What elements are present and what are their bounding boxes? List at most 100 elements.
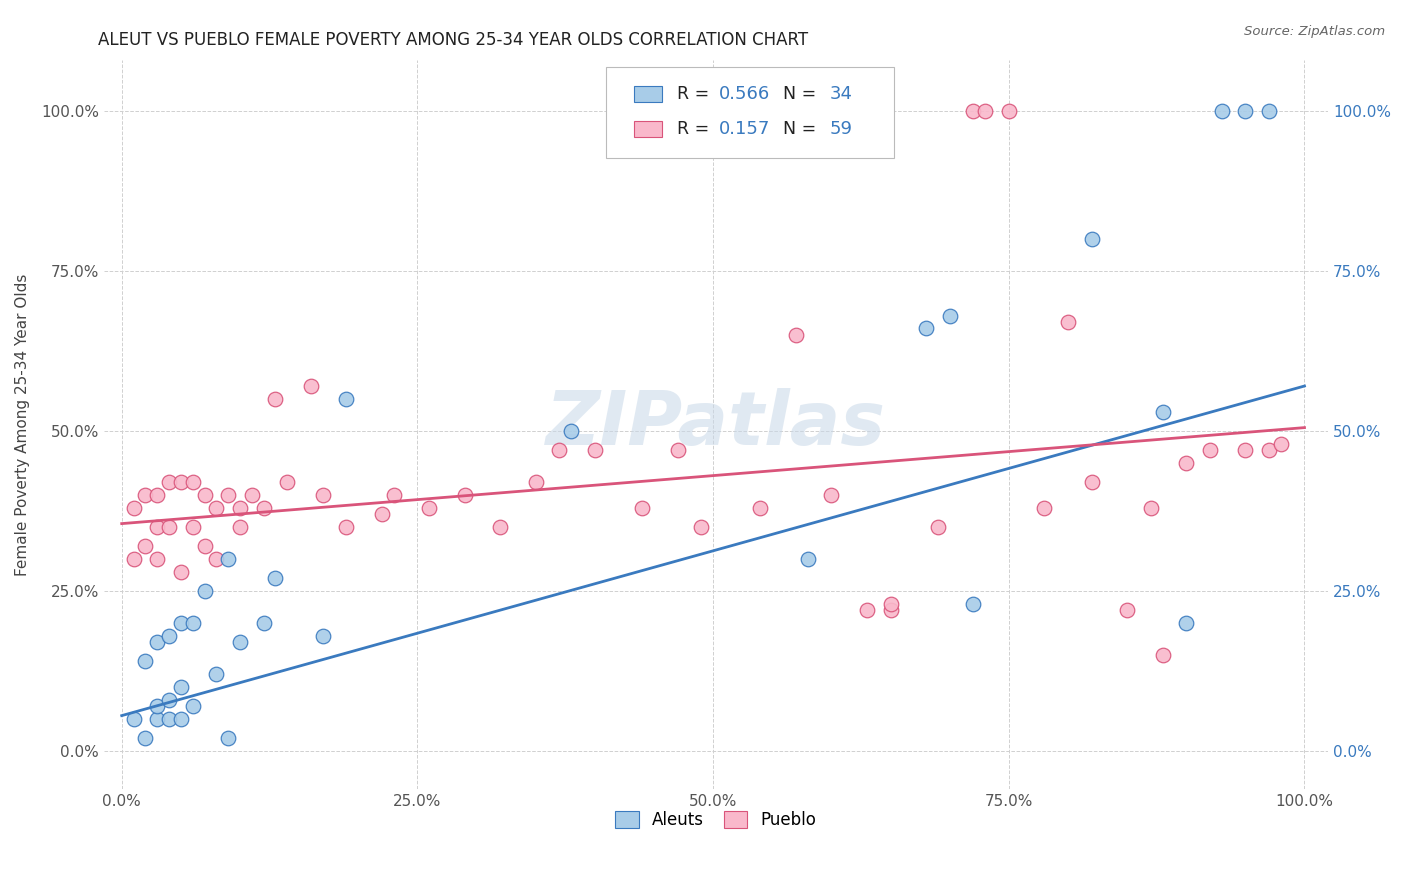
Point bbox=[146, 551, 169, 566]
Point bbox=[157, 475, 180, 489]
Point bbox=[454, 488, 477, 502]
Point bbox=[418, 500, 440, 515]
Point bbox=[264, 392, 287, 406]
Text: R =: R = bbox=[676, 120, 714, 138]
Point bbox=[690, 520, 713, 534]
Point bbox=[170, 712, 193, 726]
Point bbox=[217, 731, 239, 745]
Point bbox=[1152, 404, 1174, 418]
Point bbox=[560, 424, 582, 438]
Point bbox=[146, 635, 169, 649]
Point bbox=[193, 539, 215, 553]
Point bbox=[146, 712, 169, 726]
Point bbox=[170, 565, 193, 579]
Point bbox=[879, 603, 901, 617]
Point bbox=[134, 731, 156, 745]
Text: 0.157: 0.157 bbox=[718, 120, 770, 138]
Point bbox=[335, 392, 357, 406]
Text: ZIPatlas: ZIPatlas bbox=[546, 388, 886, 461]
Text: R =: R = bbox=[676, 85, 714, 103]
Point bbox=[796, 551, 818, 566]
Point bbox=[962, 103, 984, 118]
Point bbox=[181, 615, 204, 630]
Point bbox=[382, 488, 405, 502]
Point bbox=[371, 507, 394, 521]
Point bbox=[122, 551, 145, 566]
Point bbox=[181, 475, 204, 489]
Point bbox=[205, 551, 228, 566]
Point bbox=[1175, 456, 1198, 470]
Point bbox=[299, 379, 322, 393]
Point bbox=[856, 603, 879, 617]
Text: Source: ZipAtlas.com: Source: ZipAtlas.com bbox=[1244, 25, 1385, 38]
Point bbox=[1080, 475, 1102, 489]
Text: N =: N = bbox=[772, 120, 823, 138]
Point bbox=[181, 520, 204, 534]
Point bbox=[666, 442, 689, 457]
Point bbox=[524, 475, 547, 489]
FancyBboxPatch shape bbox=[634, 120, 662, 137]
Point bbox=[229, 500, 252, 515]
Point bbox=[631, 500, 654, 515]
FancyBboxPatch shape bbox=[634, 86, 662, 103]
Point bbox=[489, 520, 512, 534]
Point bbox=[134, 488, 156, 502]
Point bbox=[146, 699, 169, 714]
Point bbox=[229, 635, 252, 649]
Point bbox=[820, 488, 842, 502]
Point bbox=[879, 597, 901, 611]
Text: N =: N = bbox=[772, 85, 823, 103]
Y-axis label: Female Poverty Among 25-34 Year Olds: Female Poverty Among 25-34 Year Olds bbox=[15, 273, 30, 575]
Point bbox=[548, 442, 571, 457]
Point bbox=[1198, 442, 1220, 457]
Point bbox=[193, 488, 215, 502]
Point bbox=[205, 667, 228, 681]
Point bbox=[205, 500, 228, 515]
Text: ALEUT VS PUEBLO FEMALE POVERTY AMONG 25-34 YEAR OLDS CORRELATION CHART: ALEUT VS PUEBLO FEMALE POVERTY AMONG 25-… bbox=[98, 31, 808, 49]
Point bbox=[1057, 315, 1080, 329]
Point bbox=[264, 571, 287, 585]
Point bbox=[1211, 103, 1233, 118]
Point bbox=[1258, 103, 1281, 118]
Point bbox=[997, 103, 1019, 118]
Point bbox=[312, 488, 335, 502]
Point bbox=[1080, 232, 1102, 246]
Point bbox=[253, 500, 276, 515]
Point bbox=[157, 520, 180, 534]
Text: 34: 34 bbox=[830, 85, 853, 103]
Text: 0.566: 0.566 bbox=[718, 85, 769, 103]
Point bbox=[962, 597, 984, 611]
Point bbox=[1258, 442, 1281, 457]
Point bbox=[170, 475, 193, 489]
Point bbox=[1033, 500, 1056, 515]
Point bbox=[583, 442, 606, 457]
Point bbox=[335, 520, 357, 534]
Point bbox=[785, 327, 807, 342]
Point bbox=[1175, 615, 1198, 630]
Legend: Aleuts, Pueblo: Aleuts, Pueblo bbox=[609, 804, 824, 836]
Point bbox=[157, 692, 180, 706]
Point bbox=[146, 488, 169, 502]
Text: 59: 59 bbox=[830, 120, 853, 138]
Point bbox=[253, 615, 276, 630]
Point bbox=[217, 488, 239, 502]
Point bbox=[170, 680, 193, 694]
Point bbox=[146, 520, 169, 534]
Point bbox=[974, 103, 997, 118]
Point bbox=[1234, 442, 1257, 457]
Point bbox=[1152, 648, 1174, 662]
Point bbox=[749, 500, 772, 515]
Point bbox=[217, 551, 239, 566]
Point bbox=[134, 654, 156, 668]
Point bbox=[134, 539, 156, 553]
Point bbox=[229, 520, 252, 534]
Point bbox=[170, 615, 193, 630]
Point bbox=[240, 488, 263, 502]
Point bbox=[122, 500, 145, 515]
Point bbox=[157, 712, 180, 726]
Point bbox=[193, 583, 215, 598]
Point bbox=[927, 520, 949, 534]
FancyBboxPatch shape bbox=[606, 67, 894, 158]
Point bbox=[276, 475, 298, 489]
Point bbox=[1116, 603, 1139, 617]
